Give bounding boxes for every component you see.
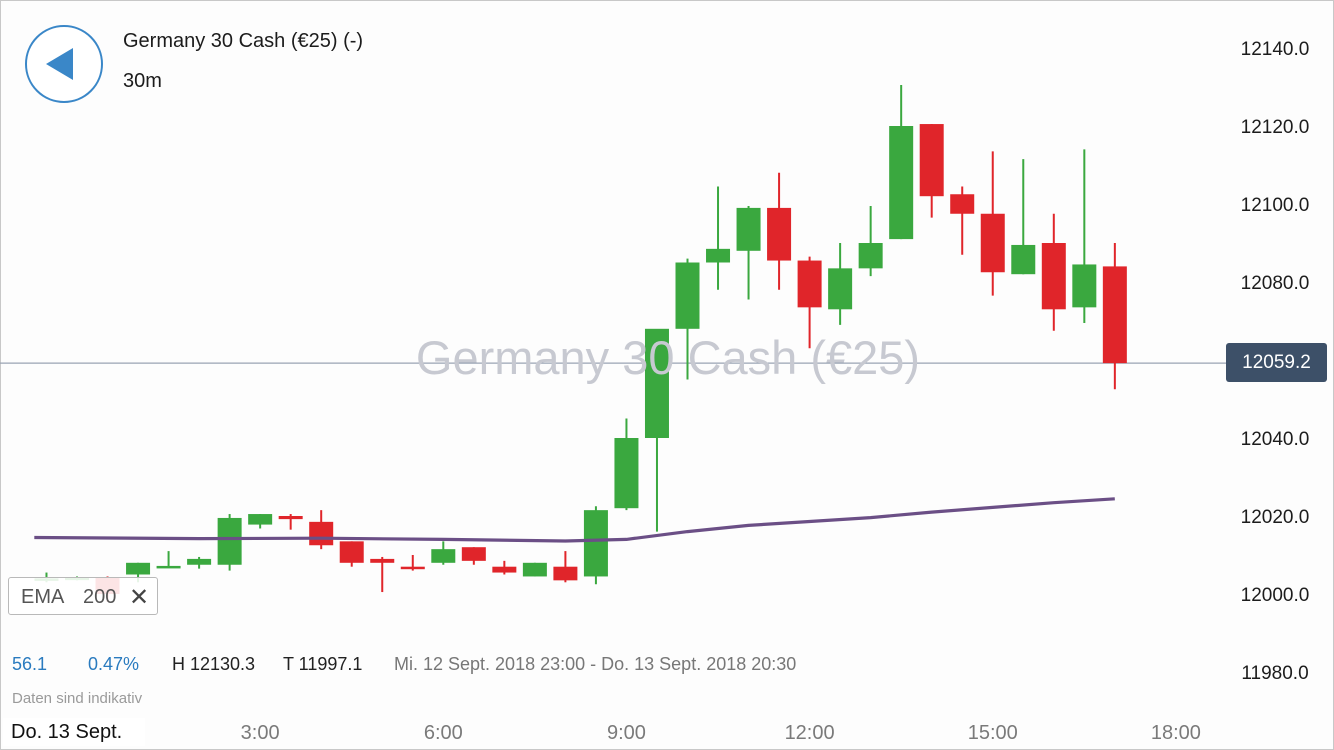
candle: [248, 514, 273, 529]
candle: [461, 547, 486, 565]
x-tick-label: 9:00: [607, 722, 646, 744]
y-tick-label: 12000.0: [1241, 585, 1310, 606]
current-price-tag: 12059.2: [1226, 343, 1327, 382]
y-tick-label: 12120.0: [1241, 117, 1310, 138]
x-tick-label: 6:00: [424, 722, 463, 744]
chart-interval[interactable]: 30m: [123, 70, 162, 92]
x-tick-label: 12:00: [785, 722, 835, 744]
candle-body: [522, 562, 547, 577]
back-button[interactable]: [25, 25, 103, 103]
candle-body: [1041, 243, 1066, 310]
candle: [736, 205, 761, 300]
candle-body: [675, 262, 700, 329]
instrument-title: Germany 30 Cash (€25) (-): [123, 30, 364, 52]
candle-body: [309, 521, 334, 546]
candle: [309, 510, 334, 550]
candle: [767, 172, 792, 290]
candle-body: [431, 549, 456, 563]
candle: [370, 556, 395, 593]
candle: [889, 85, 914, 240]
low-value: T 11997.1: [283, 654, 363, 674]
candle-body: [950, 194, 975, 214]
candle: [675, 258, 700, 380]
candle: [1041, 213, 1066, 331]
y-tick-label: 12100.0: [1241, 195, 1310, 216]
ema-line: [34, 497, 1115, 543]
candle-body: [858, 243, 883, 269]
indicator-period: 200: [83, 586, 117, 608]
candle-body: [797, 260, 822, 308]
candle: [217, 514, 242, 571]
y-tick-label: 12140.0: [1241, 39, 1310, 60]
candle-body: [1102, 266, 1127, 364]
candle-body: [614, 438, 639, 509]
candle: [156, 551, 181, 569]
candle: [492, 560, 517, 575]
candle: [858, 205, 883, 277]
candle: [828, 243, 853, 325]
candle-body: [1011, 244, 1036, 275]
candle-body: [889, 126, 914, 240]
change-points: 56.1: [12, 654, 48, 674]
candle: [1102, 243, 1127, 390]
date-range: Mi. 12 Sept. 2018 23:00 - Do. 13 Sept. 2…: [394, 654, 797, 674]
candle-body: [278, 516, 303, 520]
candle-body: [1072, 264, 1097, 308]
y-tick-label: 12080.0: [1241, 273, 1310, 294]
candle-body: [461, 547, 486, 561]
candle: [400, 555, 425, 571]
indicator-name: EMA: [21, 586, 65, 608]
candle-body: [736, 207, 761, 251]
x-tick-label: 15:00: [968, 722, 1018, 744]
ema-indicator-chip[interactable]: EMA 200 ✕: [8, 577, 158, 615]
high-value: H 12130.3: [172, 654, 256, 674]
candle: [522, 562, 547, 577]
candle-body: [248, 514, 273, 525]
candle-body: [126, 562, 151, 575]
candle-body: [828, 268, 853, 310]
current-date-label: Do. 13 Sept.: [3, 718, 145, 746]
candle: [614, 418, 639, 511]
candle: [1011, 159, 1036, 275]
candle: [339, 541, 364, 567]
candle: [187, 556, 212, 569]
candle: [644, 328, 669, 532]
candle: [553, 551, 578, 583]
y-tick-label: 12040.0: [1241, 429, 1310, 450]
y-tick-label: 11980.0: [1241, 663, 1308, 684]
candle-body: [767, 207, 792, 261]
disclaimer: Daten sind indikativ: [12, 690, 143, 707]
candle-body: [156, 565, 181, 569]
candle-body: [706, 248, 731, 263]
candle: [919, 124, 944, 218]
candle-body: [919, 124, 944, 197]
back-arrow-icon: [46, 48, 73, 80]
candle: [797, 256, 822, 349]
candle-body: [492, 566, 517, 573]
candle-body: [339, 541, 364, 563]
candle-body: [217, 517, 242, 565]
candle-body: [980, 213, 1005, 273]
candle-body: [644, 328, 669, 438]
x-tick-label: 3:00: [241, 722, 280, 744]
candle: [950, 186, 975, 255]
change-percent: 0.47%: [88, 654, 140, 674]
candle: [431, 541, 456, 565]
candle: [980, 151, 1005, 296]
close-icon[interactable]: ✕: [129, 584, 150, 611]
candle-body: [583, 510, 608, 577]
candle: [583, 506, 608, 585]
candle: [706, 186, 731, 290]
candle-body: [400, 566, 425, 570]
candle-body: [370, 558, 395, 563]
y-tick-label: 12020.0: [1241, 507, 1310, 528]
candle: [1072, 149, 1097, 323]
x-tick-label: 18:00: [1151, 722, 1201, 744]
candle-body: [187, 558, 212, 565]
candle: [278, 514, 303, 530]
candle-body: [553, 566, 578, 581]
